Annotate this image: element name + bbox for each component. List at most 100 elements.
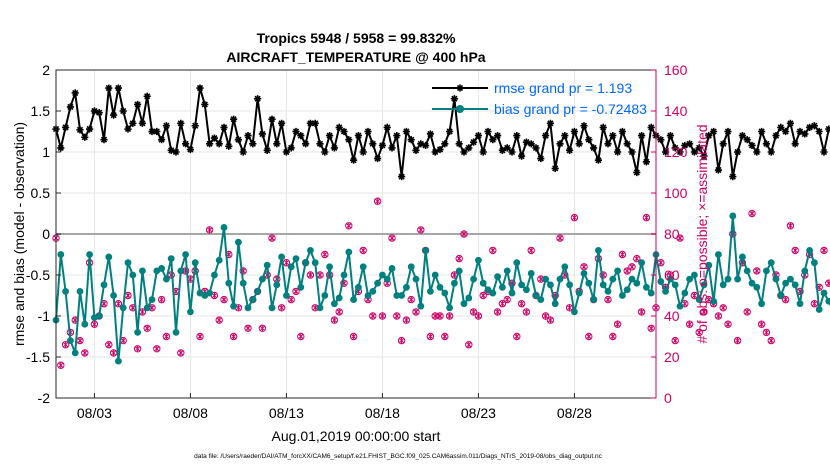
obs-count-point (657, 259, 665, 267)
bias-point (743, 267, 751, 275)
bias-point (628, 275, 636, 283)
obs-count-point (609, 332, 617, 341)
rmse-point (638, 132, 646, 140)
rmse-point (609, 132, 617, 140)
obs-count-point (724, 320, 732, 328)
rmse-point (695, 144, 703, 152)
bias-point (782, 279, 789, 287)
bias-point (76, 288, 84, 295)
rmse-point (100, 136, 108, 144)
bias-point (163, 275, 170, 283)
bias-point (182, 251, 190, 258)
obs-count-point (57, 361, 65, 369)
rmse-point (580, 122, 588, 130)
rmse-point (705, 132, 713, 140)
rmse-point (359, 148, 367, 156)
rmse-point (114, 84, 122, 92)
rmse-point (234, 136, 242, 144)
series-lines (52, 84, 830, 365)
bias-point (772, 275, 780, 283)
bias-point (191, 259, 199, 267)
rmse-point (354, 132, 362, 140)
bias-point (340, 271, 348, 279)
obs-count-point (517, 300, 526, 308)
bias-point (446, 304, 453, 312)
bias-point (647, 289, 655, 297)
rmse-point (201, 100, 209, 109)
rmse-point (825, 125, 830, 133)
bias-point (307, 247, 314, 254)
left-tick-label: -2 (38, 390, 51, 406)
obs-count-point (244, 324, 252, 332)
left-tick-label: 0 (42, 226, 50, 242)
bias-point (590, 296, 597, 303)
bias-point (134, 329, 142, 336)
left-tick-label: 0.5 (31, 185, 51, 201)
obs-count-point (714, 312, 723, 320)
obs-count-point (349, 332, 358, 341)
bias-point (177, 267, 185, 275)
obs-count-point (700, 308, 708, 316)
obs-count-point (642, 213, 651, 222)
bias-point (230, 302, 238, 310)
bias-point (753, 283, 761, 291)
rmse-point (474, 132, 482, 140)
rmse-point (642, 158, 650, 166)
bias-point (335, 294, 343, 302)
rmse-point (244, 132, 252, 140)
bias-point (206, 289, 214, 297)
rmse-point (614, 148, 622, 156)
rmse-point (647, 123, 655, 131)
rmse-point (484, 127, 492, 136)
bias-point (119, 304, 127, 312)
x-axis-label: Aug.01,2019 00:00:00 start (272, 428, 441, 444)
bias-point (95, 312, 103, 320)
rmse-point (143, 92, 151, 100)
rmse-point (450, 95, 458, 103)
obs-count-point (613, 320, 622, 328)
bias-point (715, 251, 722, 258)
rmse-point (556, 140, 564, 148)
x-tick-label: 08/13 (269, 405, 304, 421)
bias-point (676, 302, 684, 310)
bias-point (100, 281, 108, 289)
rmse-point (782, 127, 790, 136)
bias-point (62, 288, 69, 295)
bias-point (763, 267, 770, 275)
rmse-point (321, 148, 329, 156)
rmse-point (710, 127, 718, 136)
obs-count-point (633, 254, 641, 263)
rmse-point (431, 148, 439, 156)
obs-count-point (138, 308, 147, 316)
rmse-point (220, 123, 228, 131)
rmse-point (158, 136, 166, 144)
rmse-point (618, 127, 626, 136)
bias-point (489, 289, 497, 297)
rmse-point (734, 148, 742, 156)
rmse-point (503, 144, 511, 152)
bias-point (263, 261, 271, 269)
bias-point (494, 273, 501, 281)
bias-point (710, 297, 717, 305)
rmse-point (57, 144, 65, 152)
obs-count-point (426, 332, 435, 341)
bias-point (667, 275, 674, 283)
bias-point (278, 253, 285, 261)
rmse-point (820, 148, 828, 156)
bias-point (244, 304, 252, 312)
rmse-point (388, 144, 396, 152)
obs-count-point (388, 234, 396, 242)
rmse-point (748, 141, 756, 150)
rmse-point (772, 132, 780, 140)
bias-point (734, 275, 741, 283)
rmse-point (537, 154, 545, 163)
rmse-point (777, 123, 785, 131)
bias-point (657, 278, 665, 285)
rmse-point (441, 140, 449, 148)
left-tick-label: 1 (42, 144, 50, 160)
obs-count-point (498, 300, 507, 308)
legend: rmse grand pr = 1.193 bias grand pr = -0… (432, 80, 647, 117)
rmse-point (306, 119, 314, 127)
rmse-point (719, 140, 727, 148)
